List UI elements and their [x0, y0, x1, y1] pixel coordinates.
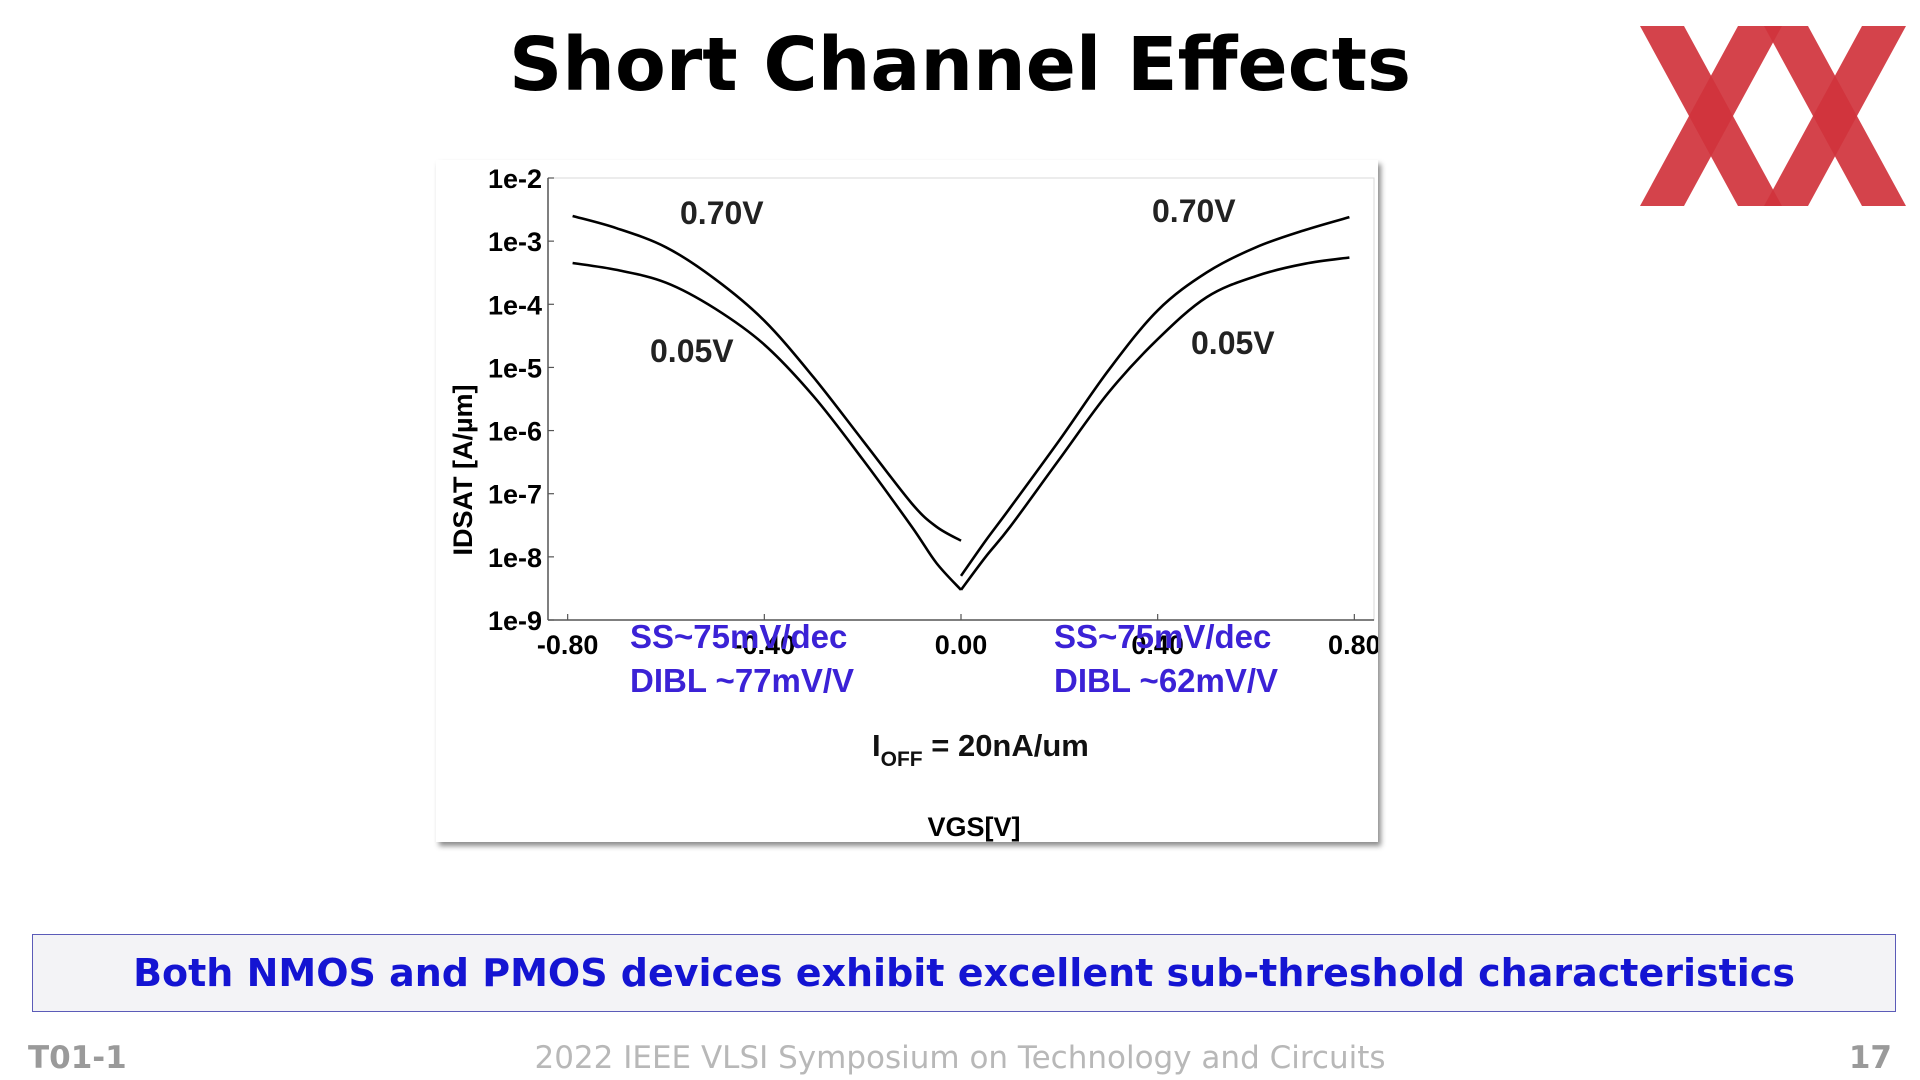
x-tick-label: 0.80	[1328, 630, 1378, 660]
x-tick-label: -0.40	[734, 630, 796, 660]
footer-page-number: 17	[1848, 1040, 1892, 1076]
y-tick-label: 1e-4	[488, 290, 542, 320]
logo-stroke	[1640, 26, 1782, 206]
curve-pmos-0-05v	[572, 261, 962, 591]
annotation-left-dibl: DIBL ~77mV/V	[630, 662, 854, 699]
key-message-box: Both NMOS and PMOS devices exhibit excel…	[32, 934, 1896, 1012]
footer-session-id: T01-1	[28, 1040, 127, 1076]
curve-pmos-0-70v	[572, 214, 962, 542]
ioff-symbol: I	[872, 728, 881, 763]
x-axis-label: VGS[V]	[927, 812, 1020, 842]
chart-panel: 1e-2 1e-3 1e-4 1e-5 1e-6 1e-7 1e-8 1e-9 -0.80 -0.…	[436, 160, 1378, 842]
y-tick-label: 1e-9	[488, 606, 542, 636]
annotation-right-dibl: DIBL ~62mV/V	[1054, 662, 1278, 699]
logo-icon	[1640, 26, 1906, 206]
curve-label-left-high: 0.70V	[680, 195, 764, 231]
x-tick-label: -0.80	[537, 630, 599, 660]
y-axis-label: IDSAT [A/µm]	[448, 384, 478, 555]
x-tick-label: 0.00	[935, 630, 988, 660]
y-tick-label: 1e-2	[488, 164, 542, 194]
curve-nmos-0-70v	[959, 215, 1350, 577]
ioff-annotation: IOFF = 20nA/um	[872, 728, 1089, 771]
footer-conference: 2022 IEEE VLSI Symposium on Technology a…	[534, 1040, 1386, 1076]
idsat-vgs-chart: 1e-2 1e-3 1e-4 1e-5 1e-6 1e-7 1e-8 1e-9-0.80 -0.…	[448, 164, 1378, 842]
y-tick-label: 1e-7	[488, 480, 542, 510]
y-tick-label: 1e-6	[488, 417, 542, 447]
annotation-right-ss: SS~75mV/dec	[1054, 618, 1271, 655]
curve-label-left-low: 0.05V	[650, 333, 734, 369]
curve-nmos-0-05v	[959, 256, 1350, 591]
y-tick-label: 1e-8	[488, 543, 542, 573]
plot-area	[547, 177, 1375, 621]
x-tick-label: 0.40	[1131, 630, 1184, 660]
slide-title: Short Channel Effects	[508, 22, 1412, 108]
y-tick-label: 1e-5	[488, 353, 542, 383]
y-tick-label: 1e-3	[488, 227, 542, 257]
ioff-subscript: OFF	[881, 748, 923, 771]
logo-stroke	[1764, 26, 1906, 206]
curve-label-right-low: 0.05V	[1191, 325, 1275, 361]
curve-label-right-high: 0.70V	[1152, 193, 1236, 229]
annotation-left-ss: SS~75mV/dec	[630, 618, 847, 655]
key-message: Both NMOS and PMOS devices exhibit excel…	[133, 951, 1795, 995]
ioff-value: = 20nA/um	[923, 728, 1089, 763]
